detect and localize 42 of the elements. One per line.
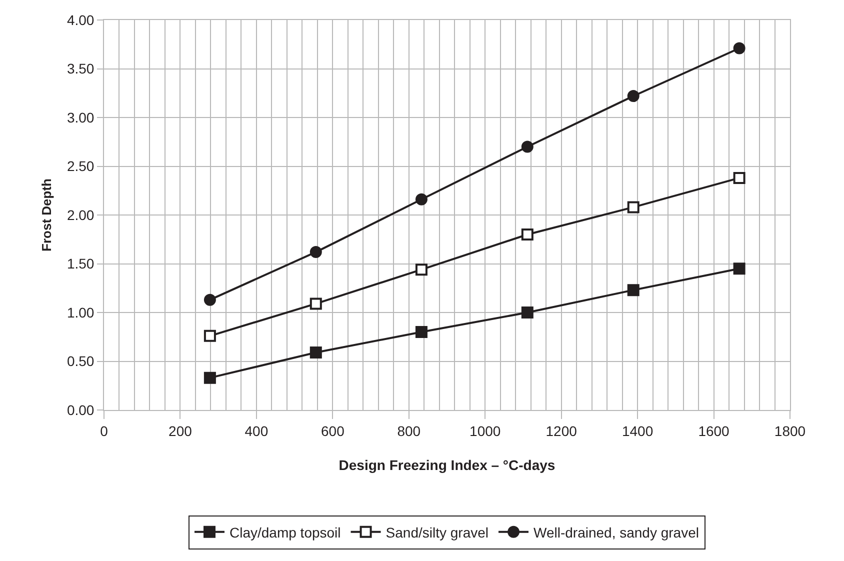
point bbox=[521, 306, 534, 318]
y-tick-label: 1.50 bbox=[66, 256, 94, 272]
y-tick-label: 1.00 bbox=[66, 304, 94, 320]
y-tick-label: 0.00 bbox=[66, 402, 94, 418]
x-tick-label: 1800 bbox=[774, 422, 806, 439]
point bbox=[415, 264, 428, 276]
point bbox=[415, 193, 428, 206]
y-tick-label: 2.00 bbox=[66, 206, 94, 223]
x-tick-label: 800 bbox=[397, 422, 421, 439]
x-tick-label: 1600 bbox=[698, 422, 730, 439]
x-tick-label: 1200 bbox=[546, 422, 578, 439]
x-tick-label: 0 bbox=[100, 422, 108, 439]
point bbox=[733, 42, 746, 54]
x-tick-label: 1000 bbox=[470, 422, 501, 439]
point bbox=[627, 201, 640, 214]
point bbox=[733, 262, 746, 275]
point bbox=[310, 298, 322, 310]
y-tick-label: 3.50 bbox=[66, 60, 94, 77]
point bbox=[204, 330, 216, 342]
point bbox=[627, 284, 640, 296]
point bbox=[627, 90, 640, 102]
point bbox=[521, 140, 534, 153]
legend-label: Sand/silty gravel bbox=[386, 524, 488, 540]
point bbox=[415, 326, 428, 338]
x-tick-label: 1400 bbox=[622, 422, 654, 439]
legend-label: Clay/damp topsoil bbox=[230, 524, 341, 540]
point bbox=[204, 372, 216, 384]
y-tick-label: 3.00 bbox=[66, 109, 94, 126]
point bbox=[204, 294, 216, 306]
legend-label: Well-drained, sandy gravel bbox=[534, 524, 699, 540]
x-tick-label: 600 bbox=[320, 422, 345, 439]
x-tick-label: 200 bbox=[168, 422, 192, 439]
y-tick-label: 2.50 bbox=[66, 158, 94, 174]
y-axis-title: Frost Depth bbox=[38, 178, 54, 252]
point bbox=[310, 246, 322, 258]
y-tick-label: 0.50 bbox=[66, 353, 94, 370]
point bbox=[733, 172, 746, 184]
point bbox=[521, 228, 534, 240]
x-axis-title: Design Freezing Index – °C-days bbox=[338, 457, 556, 474]
point bbox=[310, 346, 322, 358]
x-tick-label: 400 bbox=[244, 422, 268, 439]
y-tick-label: 4.00 bbox=[66, 12, 94, 28]
